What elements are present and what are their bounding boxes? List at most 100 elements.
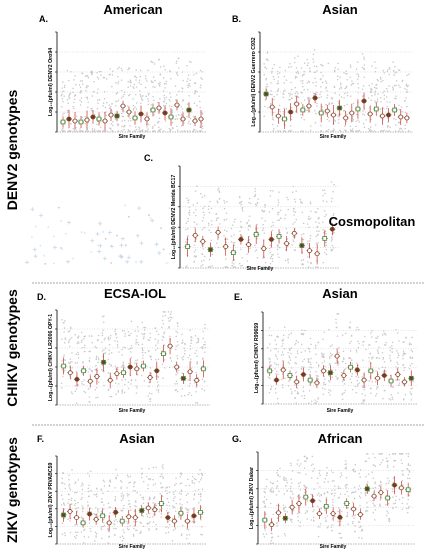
background-point <box>90 470 92 473</box>
background-point <box>238 262 241 265</box>
background-point <box>116 474 119 476</box>
background-point <box>61 91 64 93</box>
background-point <box>408 494 410 497</box>
background-point <box>291 391 293 393</box>
background-point <box>192 116 195 118</box>
background-point <box>289 496 292 498</box>
background-point <box>175 348 177 351</box>
background-point <box>81 482 83 484</box>
background-point <box>195 386 198 388</box>
background-point <box>395 106 397 108</box>
background-point <box>377 352 380 355</box>
background-point <box>187 508 190 511</box>
background-point <box>64 319 66 322</box>
background-point <box>331 492 333 495</box>
background-point <box>148 381 150 383</box>
background-point <box>201 219 204 222</box>
background-point <box>306 58 308 61</box>
background-point <box>410 399 413 401</box>
background-dot <box>127 215 130 218</box>
background-point <box>357 75 360 78</box>
background-point <box>116 100 118 103</box>
background-point <box>79 104 82 106</box>
data-point <box>368 368 374 374</box>
background-point <box>396 332 399 334</box>
background-point <box>332 214 334 217</box>
background-point <box>200 265 202 267</box>
background-point <box>341 398 344 400</box>
background-point <box>207 266 210 268</box>
background-point <box>132 104 135 107</box>
background-point <box>303 70 306 73</box>
background-point <box>152 501 154 504</box>
background-point <box>324 477 327 480</box>
background-point <box>164 87 166 89</box>
background-point <box>195 371 197 374</box>
background-point <box>330 200 333 203</box>
background-point <box>313 49 316 51</box>
background-point <box>296 91 298 93</box>
background-point <box>207 222 210 225</box>
background-point <box>201 526 203 528</box>
background-point <box>199 469 201 471</box>
background-point <box>301 202 303 204</box>
background-point <box>309 217 312 219</box>
data-point <box>269 104 275 110</box>
background-point <box>309 98 312 100</box>
background-point <box>386 510 388 512</box>
background-point <box>127 86 129 89</box>
background-point <box>319 469 321 472</box>
background-point <box>381 351 384 354</box>
background-point <box>358 472 360 475</box>
background-point <box>72 127 74 130</box>
background-point <box>91 72 93 75</box>
background-point <box>246 260 249 262</box>
background-point <box>137 344 140 346</box>
background-point <box>309 371 312 373</box>
background-point <box>328 102 331 104</box>
background-point <box>362 123 365 125</box>
background-point <box>146 475 148 478</box>
background-point <box>348 326 351 328</box>
background-point <box>218 198 221 200</box>
background-point <box>190 367 192 369</box>
background-point <box>147 478 150 480</box>
background-point <box>75 115 78 117</box>
background-point <box>108 535 111 537</box>
background-point <box>356 130 358 132</box>
background-point <box>87 490 90 493</box>
background-point <box>196 185 198 187</box>
background-point <box>162 130 165 132</box>
background-point <box>393 118 395 120</box>
background-point <box>146 126 148 128</box>
background-point <box>60 382 63 385</box>
background-point <box>187 379 190 381</box>
background-point <box>294 211 297 214</box>
background-point <box>204 205 206 208</box>
background-point <box>97 381 100 384</box>
background-point <box>147 339 150 341</box>
background-point <box>129 81 132 84</box>
background-point <box>263 73 266 76</box>
background-point <box>366 510 369 512</box>
background-point <box>135 338 137 341</box>
background-point <box>262 223 264 226</box>
data-point <box>198 510 203 515</box>
background-point <box>371 95 373 97</box>
background-point <box>148 392 151 394</box>
background-point <box>118 66 120 69</box>
background-point <box>327 481 329 483</box>
background-point <box>162 323 164 325</box>
background-point <box>60 129 63 131</box>
background-point <box>374 456 376 459</box>
background-dot <box>116 234 119 237</box>
background-point <box>162 315 164 317</box>
background-point <box>350 381 353 384</box>
background-point <box>269 481 272 483</box>
background-point <box>323 331 325 333</box>
background-point <box>286 232 289 235</box>
background-point <box>176 74 179 77</box>
background-point <box>295 371 298 373</box>
background-point <box>290 519 292 521</box>
background-point <box>94 531 97 533</box>
